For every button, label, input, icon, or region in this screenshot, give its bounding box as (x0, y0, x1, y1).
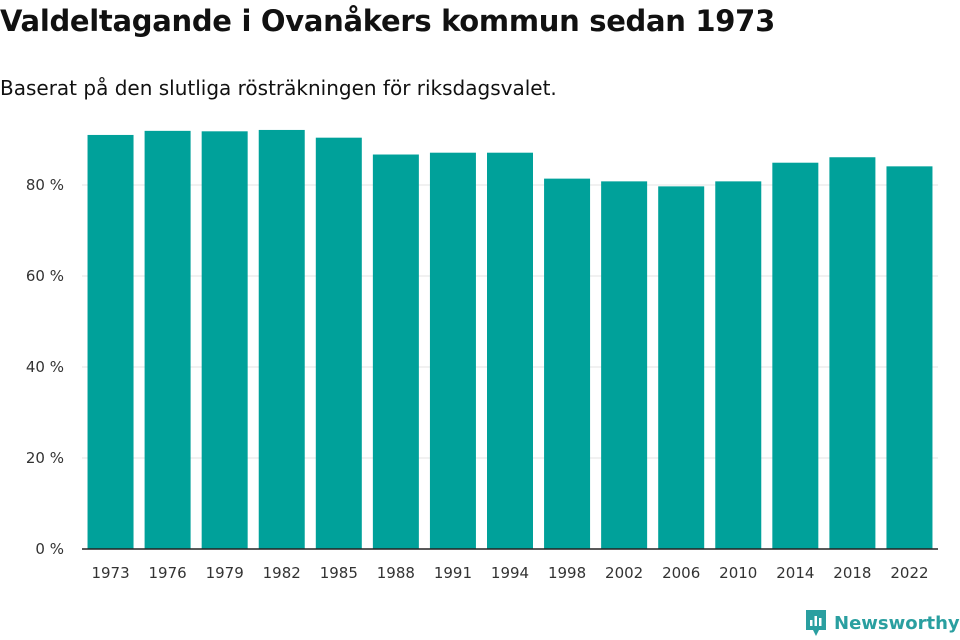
x-tick-label: 2022 (890, 564, 928, 582)
bar-1998 (544, 178, 591, 549)
x-tick-label: 2010 (719, 564, 757, 582)
chart-subtitle: Baserat på den slutliga rösträkningen fö… (0, 76, 557, 100)
x-axis-labels: 1973 1976 1979 1982 1985 1988 1991 1994 1998 2002… (91, 564, 928, 582)
bar-2014 (772, 162, 819, 549)
x-tick-label: 2018 (833, 564, 871, 582)
brand-name: Newsworthy (834, 612, 960, 634)
x-tick-label: 1994 (491, 564, 529, 582)
brand: Newsworthy (804, 608, 960, 638)
bar-2002 (601, 181, 648, 550)
bar-1979 (201, 131, 248, 549)
x-tick-label: 1985 (320, 564, 358, 582)
x-tick-label: 2014 (776, 564, 814, 582)
x-tick-label: 1979 (206, 564, 244, 582)
y-tick-label: 80 % (26, 176, 64, 194)
bar-1985 (315, 137, 362, 549)
bar-2018 (829, 157, 876, 549)
x-tick-label: 2002 (605, 564, 643, 582)
y-tick-label: 20 % (26, 449, 64, 467)
bar-2010 (715, 181, 762, 550)
x-tick-label: 1982 (263, 564, 301, 582)
x-tick-label: 1998 (548, 564, 586, 582)
y-tick-label: 60 % (26, 267, 64, 285)
y-tick-label: 0 % (35, 540, 64, 558)
bar-1991 (429, 152, 476, 549)
x-tick-label: 1973 (91, 564, 129, 582)
bars (87, 129, 933, 550)
bar-2022 (886, 166, 933, 549)
bar-2006 (658, 186, 705, 550)
y-axis-labels: 0 % 20 % 40 % 60 % 80 % (26, 176, 64, 558)
chart-title: Valdeltagande i Ovanåkers kommun sedan 1… (0, 4, 775, 38)
bar-1994 (487, 152, 533, 549)
newsworthy-logo-icon (806, 610, 826, 636)
bar-1988 (372, 154, 419, 549)
bar-1973 (87, 134, 134, 549)
x-tick-label: 1988 (377, 564, 415, 582)
x-tick-label: 1976 (149, 564, 187, 582)
y-tick-label: 40 % (26, 358, 64, 376)
x-tick-label: 2006 (662, 564, 700, 582)
bar-1982 (258, 129, 305, 549)
bar-1976 (144, 130, 191, 550)
x-tick-label: 1991 (434, 564, 472, 582)
